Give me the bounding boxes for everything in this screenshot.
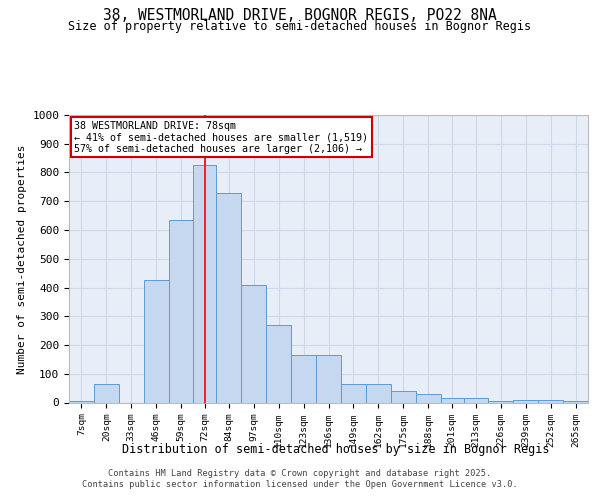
Bar: [488, 401, 514, 402]
Text: Distribution of semi-detached houses by size in Bognor Regis: Distribution of semi-detached houses by …: [122, 442, 550, 456]
Bar: [366, 384, 391, 402]
Bar: [538, 400, 563, 402]
Bar: [94, 384, 119, 402]
Bar: [266, 325, 291, 402]
Bar: [341, 384, 366, 402]
Y-axis label: Number of semi-detached properties: Number of semi-detached properties: [17, 144, 27, 374]
Bar: [291, 355, 316, 403]
Bar: [440, 398, 464, 402]
Bar: [514, 400, 538, 402]
Bar: [69, 401, 94, 402]
Bar: [416, 394, 440, 402]
Text: Size of property relative to semi-detached houses in Bognor Regis: Size of property relative to semi-detach…: [68, 20, 532, 33]
Bar: [217, 192, 241, 402]
Bar: [241, 284, 266, 403]
Bar: [316, 355, 341, 403]
Bar: [143, 280, 169, 402]
Bar: [193, 166, 217, 402]
Bar: [169, 220, 193, 402]
Bar: [391, 391, 416, 402]
Text: Contains HM Land Registry data © Crown copyright and database right 2025.: Contains HM Land Registry data © Crown c…: [109, 469, 491, 478]
Text: 38, WESTMORLAND DRIVE, BOGNOR REGIS, PO22 8NA: 38, WESTMORLAND DRIVE, BOGNOR REGIS, PO2…: [103, 8, 497, 22]
Text: 38 WESTMORLAND DRIVE: 78sqm
← 41% of semi-detached houses are smaller (1,519)
57: 38 WESTMORLAND DRIVE: 78sqm ← 41% of sem…: [74, 120, 368, 154]
Text: Contains public sector information licensed under the Open Government Licence v3: Contains public sector information licen…: [82, 480, 518, 489]
Bar: [464, 398, 488, 402]
Bar: [563, 401, 588, 402]
